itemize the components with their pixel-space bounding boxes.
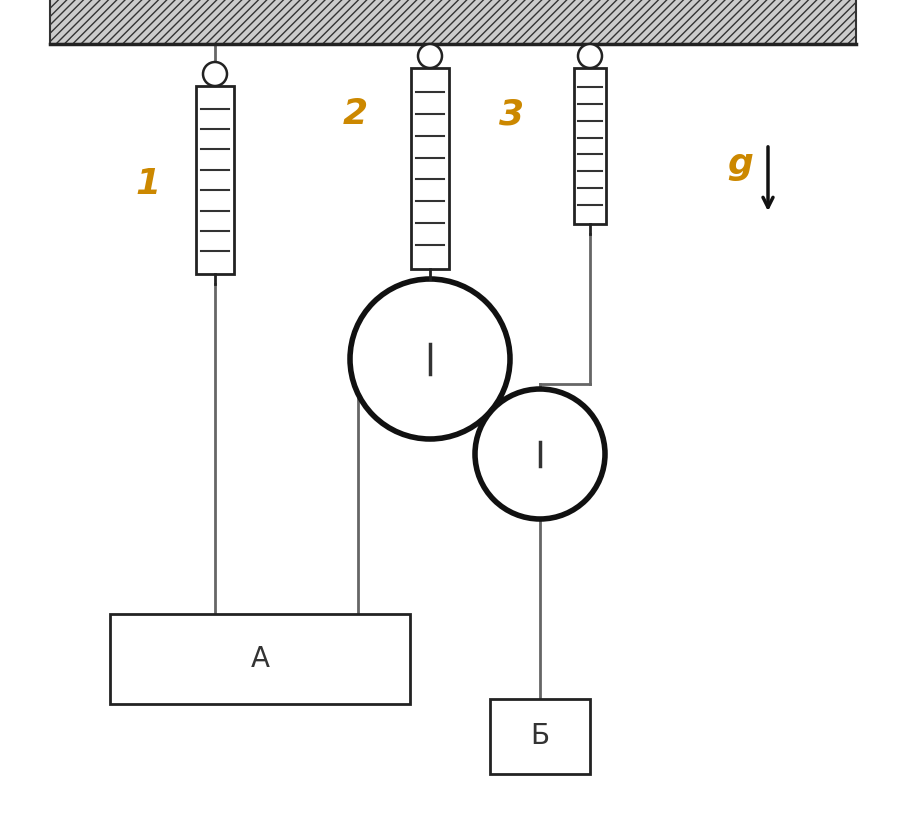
Text: 2: 2 <box>342 97 368 131</box>
Text: 1: 1 <box>135 167 160 201</box>
Text: Б: Б <box>530 722 550 751</box>
Bar <box>50 0 856 44</box>
Bar <box>411 68 449 269</box>
Circle shape <box>418 44 442 68</box>
Circle shape <box>578 44 602 68</box>
Bar <box>574 68 606 224</box>
Bar <box>196 86 234 274</box>
Circle shape <box>350 279 510 439</box>
Circle shape <box>475 389 605 519</box>
Text: 3: 3 <box>499 97 525 131</box>
Text: А: А <box>250 645 269 673</box>
Circle shape <box>203 62 227 86</box>
Bar <box>490 699 590 774</box>
Bar <box>110 614 410 704</box>
Text: g: g <box>727 147 753 181</box>
